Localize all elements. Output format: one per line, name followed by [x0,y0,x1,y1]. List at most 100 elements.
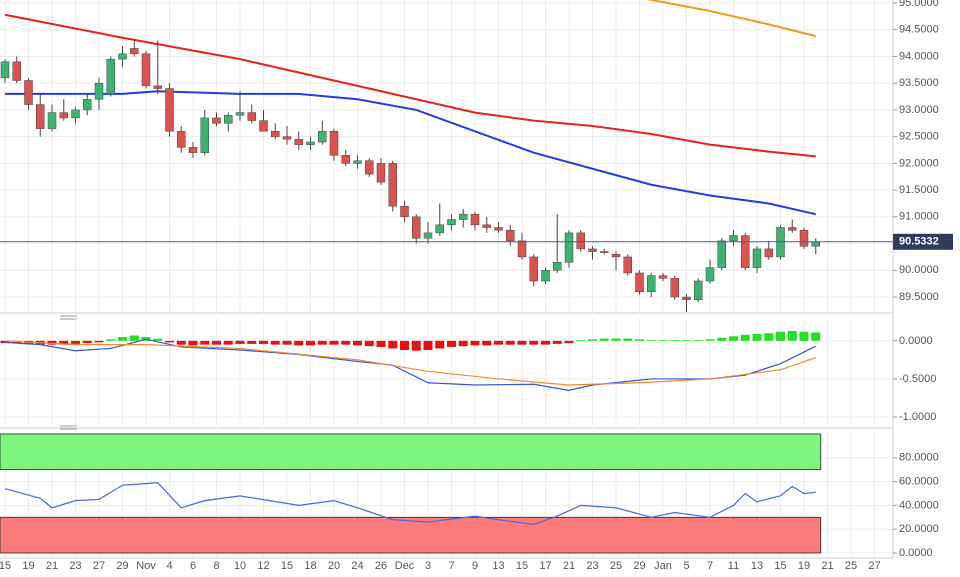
candle-body [435,224,444,234]
candle-body [0,61,10,79]
histogram-bar [282,340,292,345]
candle-body [177,131,186,148]
candle-body [329,131,339,156]
histogram-bar [435,340,445,349]
candle-body [752,248,762,268]
candle-body [670,278,679,298]
x-tick-label: 27 [93,560,105,572]
x-tick-label: 15 [281,560,293,572]
indicator-line [4,482,816,526]
y-tick-label: 93.5000 [899,77,939,89]
histogram-bar [317,340,327,345]
candle-body [506,229,515,242]
histogram-bar [599,338,609,341]
histogram-bar [0,340,10,344]
resize-grip[interactable] [60,425,77,430]
y-tick-label: 91.5000 [899,184,939,196]
histogram-bar [341,340,351,345]
candle-body [341,155,350,164]
candle-body [388,163,397,207]
y-tick-label: 95.0000 [899,0,939,9]
histogram-bar [611,338,621,341]
candle-body [36,104,45,129]
candle-body [482,224,491,228]
candle-body [647,275,656,292]
panel [0,433,893,554]
candle-body [682,296,691,300]
last-price-box [893,233,953,250]
histogram-bar [787,330,797,341]
histogram-bar [717,337,727,341]
x-tick-label: 23 [69,560,81,572]
histogram-bar [129,335,139,341]
candle-body [400,205,409,218]
histogram-bar [329,340,339,345]
x-tick-label: 15 [0,560,11,572]
candle-body [106,58,115,95]
y-tick-label: 20.0000 [899,523,939,535]
histogram-bar [588,339,597,341]
histogram-bar [188,340,198,346]
x-tick-label: 27 [868,560,880,572]
x-tick-label: 21 [46,560,58,572]
histogram-bar [94,340,104,343]
histogram-bar [458,340,468,347]
candle-body [623,256,632,274]
candle-body [529,256,538,282]
candle-body [600,251,609,253]
panel [0,0,893,312]
histogram-bar [693,340,703,341]
y-tick-label: 94.0000 [899,50,939,62]
candle-body [576,232,585,250]
y-tick-label: 92.5000 [899,131,939,143]
x-tick-label: 7 [448,560,454,572]
histogram-bar [705,339,715,341]
histogram-bar [59,340,69,345]
candle-body [412,216,421,239]
candle-body [235,112,245,116]
x-tick-label: 15 [516,560,528,572]
histogram-bar [306,340,315,346]
x-tick-label: 11 [728,560,739,572]
x-tick-label: 21 [563,560,575,572]
x-tick-label: 7 [707,560,713,572]
candle-body [118,53,127,60]
candle-body [188,147,198,153]
candle-body [470,213,480,226]
candle-body [94,82,104,100]
candle-body [224,115,233,124]
histogram-bar [423,340,433,350]
histogram-bar [752,333,762,341]
x-tick-label: 26 [375,560,387,572]
candle-body [318,131,327,143]
histogram-bar [729,336,738,341]
histogram-bar [212,340,221,345]
candle-body [494,227,503,231]
x-tick-label: 18 [304,560,316,572]
histogram-bar [223,340,233,345]
candle-body [447,219,456,226]
candle-body [153,85,162,89]
histogram-bar [411,340,421,351]
histogram-bar [646,340,656,341]
y-tick-label: 90.0000 [899,264,939,276]
resize-grip[interactable] [60,315,77,320]
histogram-bar [400,340,409,350]
x-tick-label: 24 [351,560,363,572]
candle-body [200,117,209,153]
rsi-band [0,516,822,554]
candle-body [294,139,303,145]
histogram-bar [670,340,680,341]
candle-body [788,227,797,231]
y-tick-label: -1.0000 [899,411,936,423]
candle-body [165,88,174,132]
y-tick-label: 60.0000 [899,475,939,487]
candle-body [212,117,221,124]
x-tick-label: 25 [610,560,622,572]
candle-body [12,61,21,81]
histogram-bar [529,340,539,345]
candle-body [259,120,268,132]
candle-body [553,262,562,271]
histogram-bar [447,340,456,347]
